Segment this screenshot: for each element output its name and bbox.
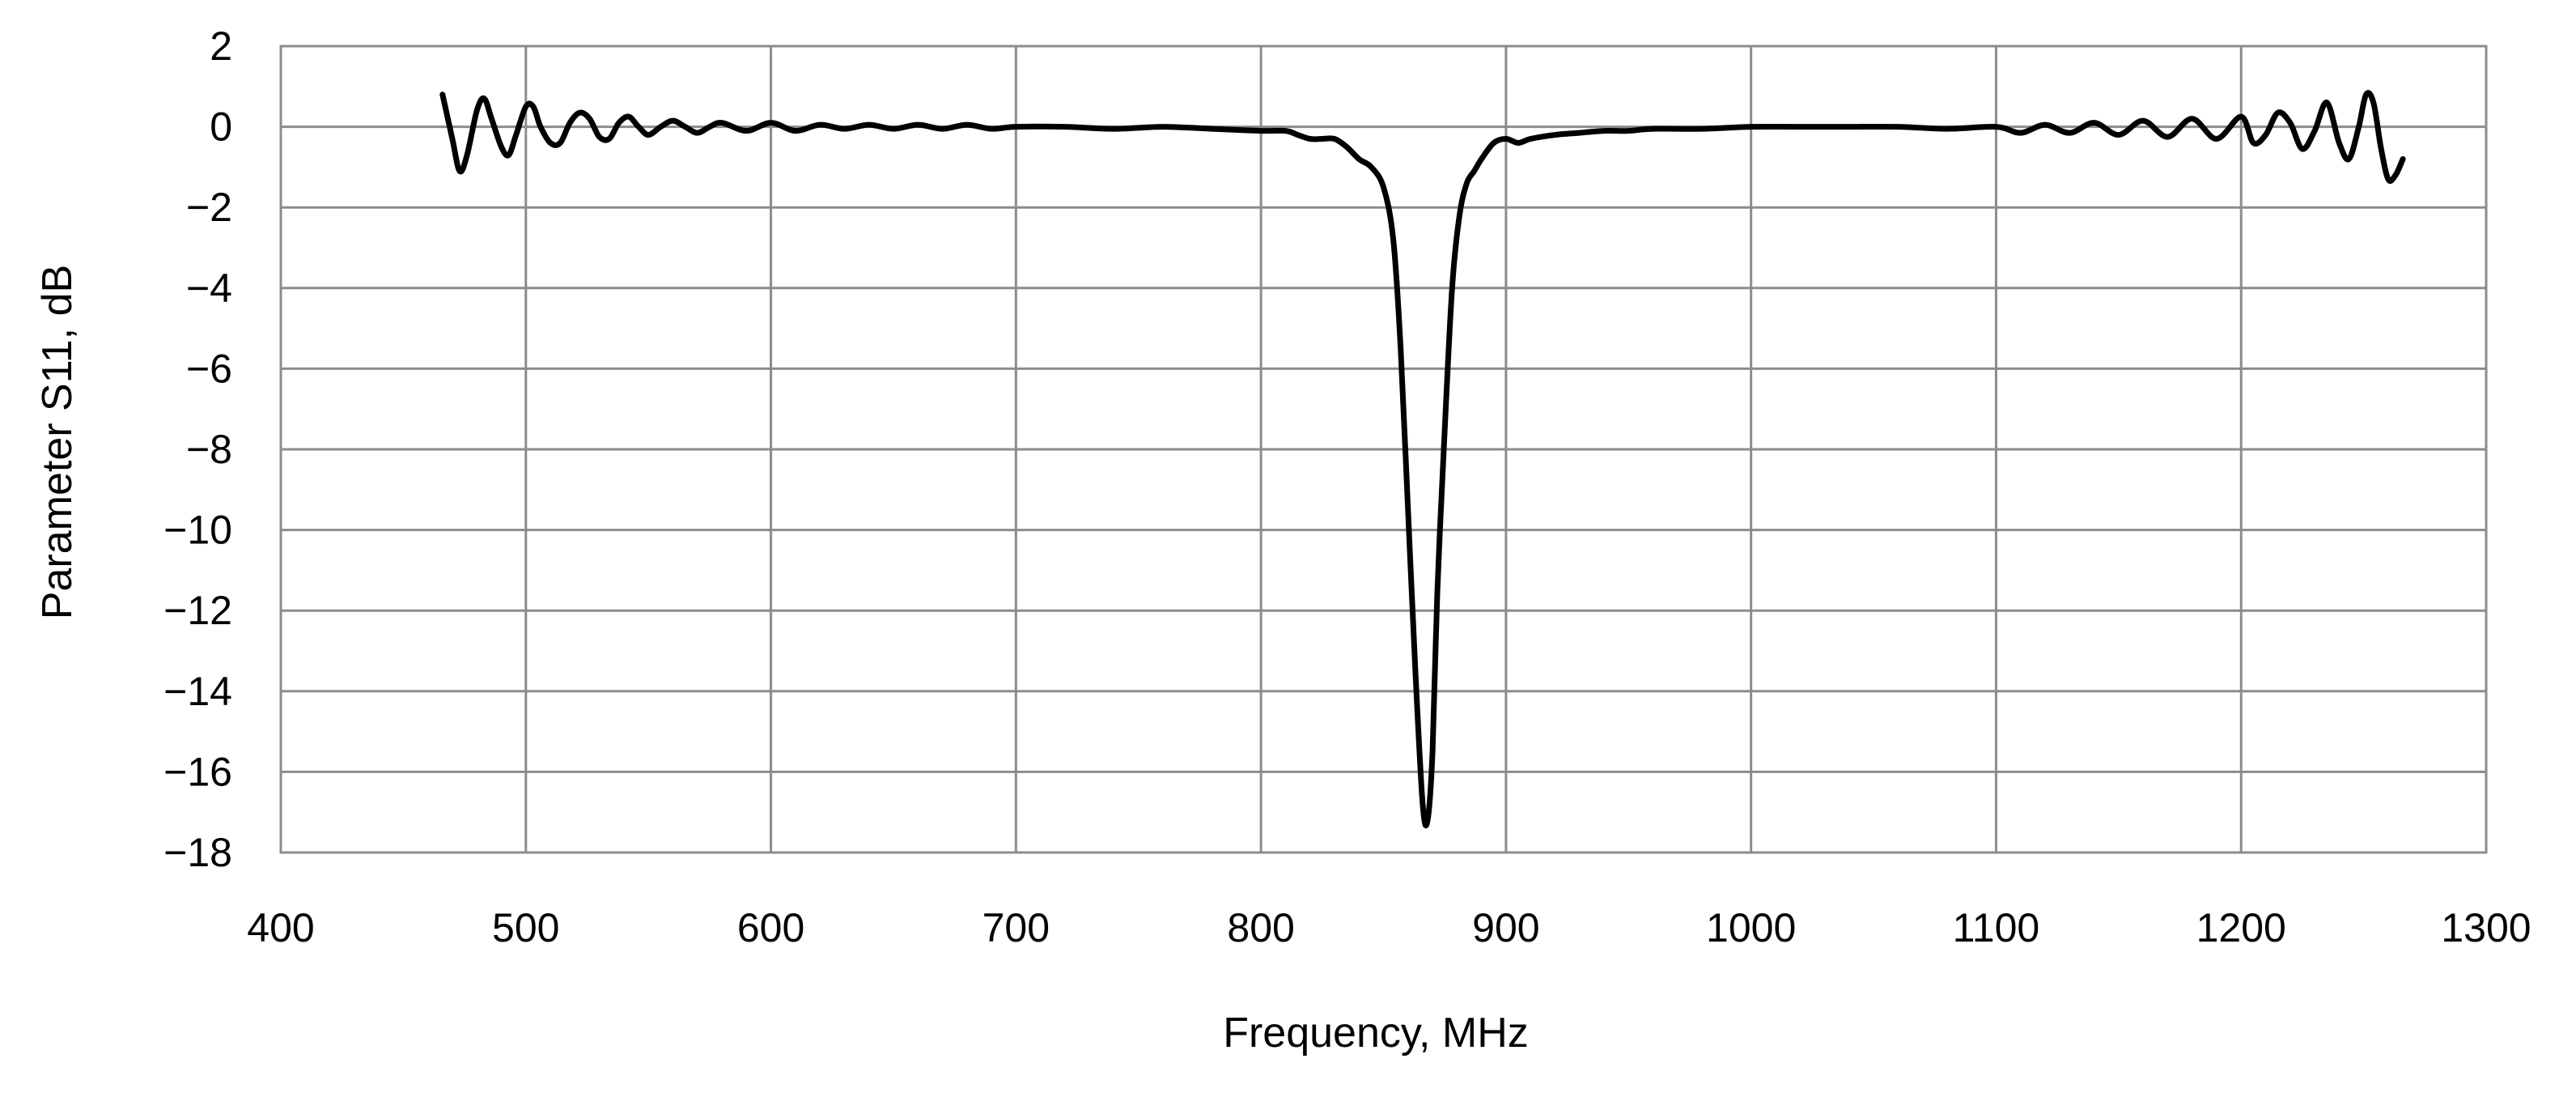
y-axis-title: Parameter S11, dB: [34, 265, 81, 619]
x-tick-label-800: 800: [1227, 905, 1294, 950]
x-tick-label-600: 600: [737, 905, 804, 950]
x-tick-label-1000: 1000: [1706, 905, 1796, 950]
x-axis-ticks: 400 500 600 700 800 900 1000 1100 1200 1300: [247, 905, 2531, 950]
y-tick-label--18: −18: [163, 830, 232, 875]
y-tick-label--14: −14: [163, 669, 232, 714]
x-tick-label-1100: 1100: [1953, 905, 2040, 950]
x-axis-title: Frequency, MHz: [1223, 1010, 1529, 1057]
x-tick-label-400: 400: [247, 905, 314, 950]
grid-lines: [279, 45, 2488, 854]
x-tick-label-1200: 1200: [2196, 905, 2286, 950]
x-tick-label-500: 500: [492, 905, 559, 950]
y-tick-label--16: −16: [163, 749, 232, 794]
y-tick-label-0: 0: [210, 104, 232, 150]
x-tick-label-700: 700: [982, 905, 1050, 950]
y-tick-label--4: −4: [186, 266, 232, 311]
y-tick-label--8: −8: [186, 427, 232, 472]
x-tick-label-1300: 1300: [2441, 905, 2531, 950]
y-axis-ticks: 2 0 −2 −4 −6 −8 −10 −12 −14 −16 −18: [163, 23, 232, 875]
plot-area-border: [279, 45, 2488, 854]
y-tick-label--10: −10: [163, 508, 232, 553]
x-tick-label-900: 900: [1472, 905, 1539, 950]
y-tick-label--12: −12: [163, 588, 232, 633]
y-tick-label--2: −2: [186, 185, 232, 230]
s11-series-line: [439, 90, 2406, 829]
y-tick-label-2: 2: [210, 23, 232, 69]
y-tick-label--6: −6: [186, 346, 232, 391]
